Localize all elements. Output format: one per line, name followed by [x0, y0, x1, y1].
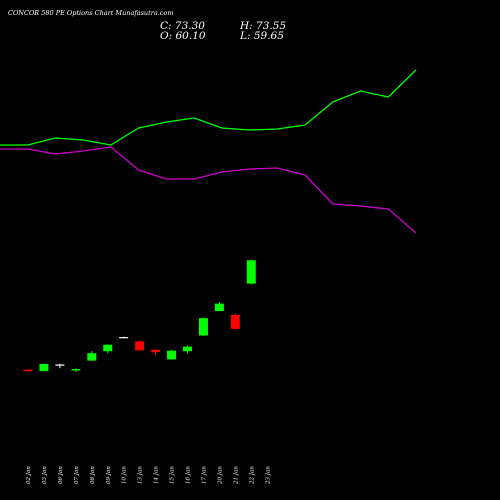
low-value: 59.65	[253, 30, 284, 42]
upper-indicator-line	[0, 69, 417, 146]
x-tick-label: 07 Jan	[74, 466, 80, 484]
candle-body	[214, 303, 224, 312]
chart-title: CONCOR 580 PE Options Chart Munafasutra.…	[8, 9, 174, 17]
x-tick-label: 03 Jan	[42, 466, 48, 484]
high-readout: H: 73.55	[240, 20, 286, 32]
candle-body	[230, 314, 240, 329]
candle-body	[183, 346, 192, 352]
candle-body	[151, 349, 161, 353]
lower-indicator-line	[0, 146, 417, 234]
x-tick-label: 13 Jan	[138, 466, 144, 484]
candlestick-series	[23, 259, 256, 372]
candle-body	[55, 364, 65, 366]
low-label: L:	[240, 30, 251, 42]
x-tick-label: 23 Jan	[265, 466, 271, 485]
candle-body	[71, 369, 81, 371]
candle-body	[87, 353, 97, 361]
x-axis-labels: 02 Jan 03 Jan 06 Jan 07 Jan 08 Jan 09 Jan 10 J…	[26, 466, 271, 485]
open-readout: O: 60.10	[160, 30, 206, 42]
candle-body	[23, 369, 33, 372]
open-label: O:	[160, 30, 173, 42]
candle-body	[246, 260, 256, 284]
candle-body	[135, 341, 145, 351]
candle-body	[39, 363, 49, 372]
x-tick-label: 02 Jan	[26, 466, 32, 484]
x-tick-label: 14 Jan	[154, 466, 160, 484]
x-tick-label: 09 Jan	[106, 466, 112, 484]
indicator-lines	[0, 69, 417, 234]
x-tick-label: 20 Jan	[217, 466, 223, 485]
open-value: 60.10	[175, 30, 206, 42]
x-tick-label: 10 Jan	[122, 466, 128, 484]
x-tick-label: 08 Jan	[90, 466, 96, 484]
x-tick-label: 22 Jan	[249, 466, 255, 485]
x-tick-label: 15 Jan	[170, 466, 176, 484]
x-tick-label: 21 Jan	[233, 466, 239, 485]
candle-body	[119, 337, 129, 339]
candle-body	[103, 344, 113, 352]
candle-body	[198, 318, 208, 336]
x-tick-label: 17 Jan	[201, 466, 207, 484]
candle-body	[167, 350, 177, 360]
x-tick-label: 16 Jan	[186, 466, 192, 484]
high-value: 73.55	[256, 20, 287, 32]
low-readout: L: 59.65	[240, 30, 284, 42]
close-readout: C: 73.30	[160, 20, 205, 32]
close-label: C:	[160, 20, 172, 32]
x-tick-label: 06 Jan	[58, 466, 64, 484]
close-value: 73.30	[174, 20, 205, 32]
high-label: H:	[240, 20, 253, 32]
